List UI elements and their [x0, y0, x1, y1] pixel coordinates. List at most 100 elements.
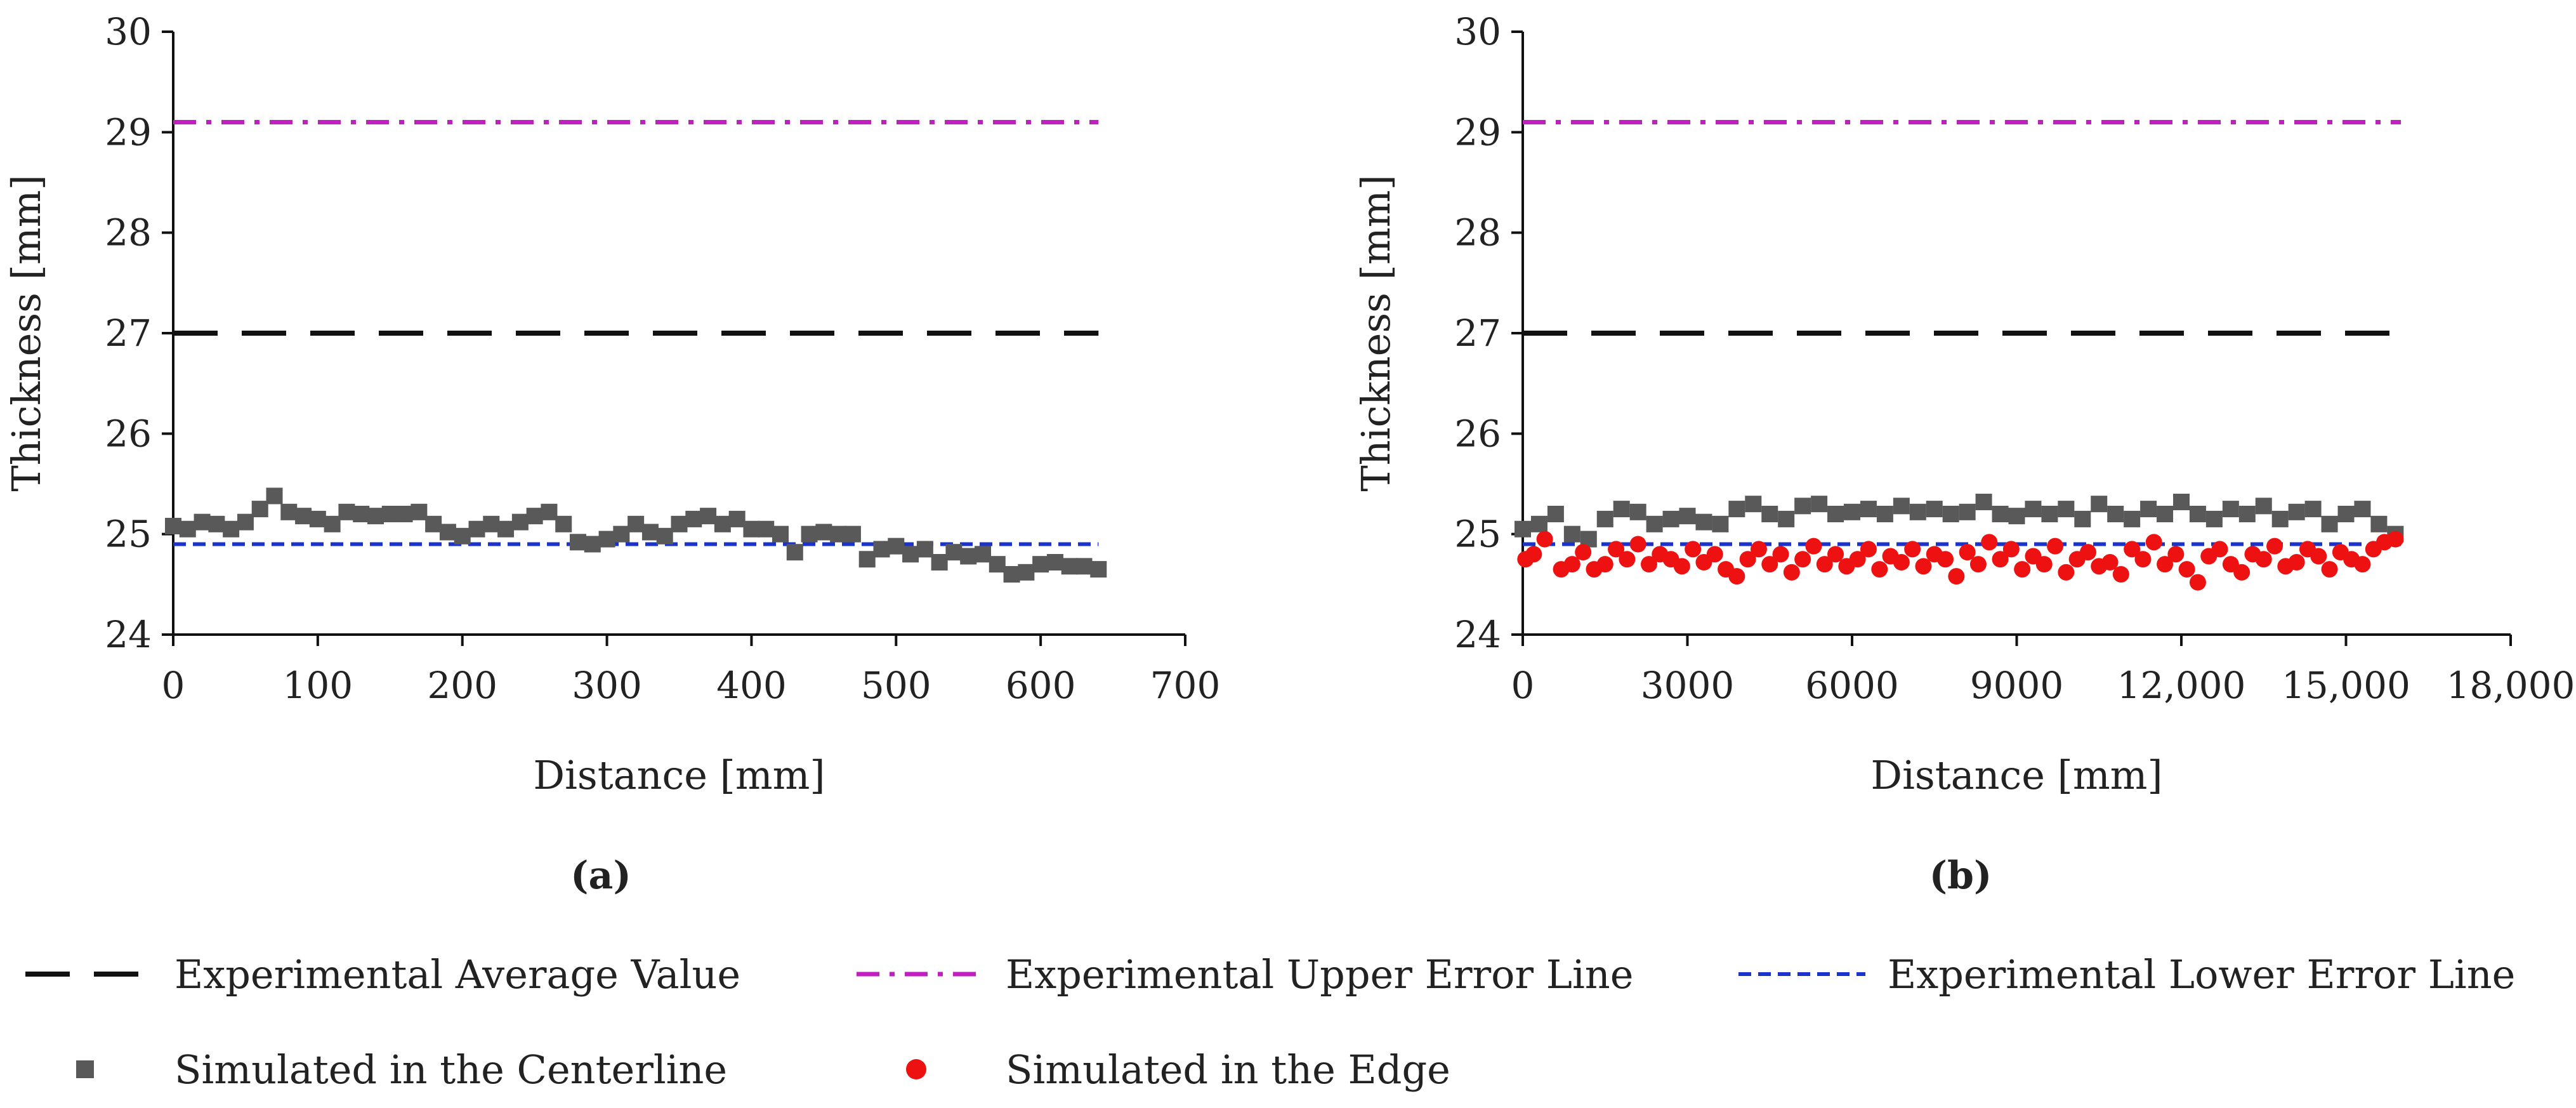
- data-point-centerline: [902, 546, 919, 563]
- data-point-centerline: [1893, 498, 1910, 515]
- data-point-edge: [2112, 566, 2129, 583]
- data-point-centerline: [1046, 554, 1063, 570]
- data-point-centerline: [324, 515, 341, 532]
- y-tick-label: 24: [105, 613, 152, 656]
- data-point-centerline: [381, 506, 398, 522]
- data-point-centerline: [844, 525, 861, 543]
- data-point-centerline: [338, 503, 355, 520]
- data-point-centerline: [975, 546, 991, 563]
- data-point-centerline: [858, 551, 876, 568]
- data-point-centerline: [570, 534, 586, 551]
- data-point-edge: [1685, 541, 1702, 558]
- data-point-edge: [2035, 556, 2053, 573]
- data-point-edge: [1761, 556, 1778, 573]
- data-point-centerline: [1745, 496, 1762, 513]
- data-point-centerline: [2304, 501, 2322, 518]
- data-point-edge: [1536, 531, 1553, 548]
- data-point-centerline: [1942, 506, 1959, 522]
- y-tick-label: 30: [1454, 10, 1501, 53]
- x-tick-label: 18,000: [2447, 664, 2575, 707]
- data-point-centerline: [685, 510, 702, 527]
- data-point-centerline: [873, 541, 890, 558]
- data-point-edge: [1959, 544, 1976, 561]
- legend-item: Simulated in the Edge: [906, 1046, 1450, 1093]
- data-point-centerline: [1662, 510, 1679, 527]
- data-point-centerline: [1860, 501, 1877, 518]
- data-point-edge: [2047, 538, 2064, 555]
- data-point-edge: [1563, 556, 1580, 573]
- data-point-centerline: [425, 515, 442, 532]
- data-point-centerline: [1596, 510, 1613, 527]
- data-point-edge: [1783, 564, 1800, 581]
- y-tick-label: 26: [105, 412, 152, 455]
- data-point-centerline: [1712, 515, 1729, 532]
- chart-panel-b: 24 25 26 27 28 29 30 0 3000 6000 9000 12,000 15,000 1…: [1353, 10, 2575, 898]
- data-point-edge: [1981, 534, 1998, 551]
- data-point-centerline: [1695, 513, 1712, 531]
- data-point-centerline: [1061, 558, 1078, 575]
- data-point-centerline: [396, 506, 413, 522]
- data-point-centerline: [989, 556, 1006, 573]
- y-tick-label: 29: [1454, 110, 1501, 154]
- legend-item: Experimental Upper Error Line: [857, 951, 1633, 998]
- data-point-centerline: [931, 554, 948, 570]
- data-point-centerline: [700, 508, 717, 525]
- data-point-centerline: [801, 525, 818, 543]
- data-point-edge: [2288, 554, 2305, 570]
- data-point-centerline: [641, 524, 659, 541]
- data-point-edge: [2189, 574, 2206, 591]
- data-point-centerline: [2271, 510, 2289, 527]
- data-point-edge: [1871, 561, 1888, 578]
- data-point-centerline: [743, 520, 760, 538]
- data-point-edge: [2354, 556, 2371, 573]
- data-point-centerline: [2238, 506, 2256, 522]
- data-point-centerline: [656, 527, 673, 544]
- data-point-centerline: [1530, 515, 1548, 532]
- data-point-centerline: [2091, 496, 2108, 513]
- panel-label: (b): [1929, 854, 1992, 898]
- data-point-edge: [1619, 551, 1636, 568]
- data-point-centerline: [280, 503, 298, 520]
- data-point-centerline: [758, 520, 775, 538]
- x-tick-label: 200: [427, 664, 497, 707]
- data-point-centerline: [2157, 506, 2174, 522]
- data-point-centerline: [671, 515, 688, 532]
- data-point-centerline: [1646, 515, 1663, 532]
- data-point-centerline: [1844, 503, 1860, 520]
- data-point-centerline: [2107, 506, 2124, 522]
- data-point-edge: [1596, 556, 1613, 573]
- data-point-edge: [2211, 541, 2228, 558]
- data-point-edge: [1772, 546, 1789, 563]
- data-point-centerline: [454, 527, 471, 544]
- data-point-edge: [2134, 551, 2152, 568]
- data-point-edge: [2145, 534, 2162, 551]
- data-point-edge: [2178, 561, 2195, 578]
- data-point-edge: [1849, 551, 1866, 568]
- data-point-centerline: [295, 508, 312, 525]
- data-point-edge: [2321, 561, 2338, 578]
- y-tick-label: 30: [105, 10, 152, 53]
- data-point-centerline: [2173, 494, 2190, 510]
- data-point-edge: [2002, 541, 2020, 558]
- data-point-centerline: [1794, 498, 1811, 515]
- data-point-centerline: [367, 508, 384, 525]
- data-point-centerline: [2074, 510, 2091, 527]
- y-axis-title: Thickness [mm]: [3, 175, 49, 491]
- data-point-centerline: [1003, 566, 1020, 583]
- data-point-centerline: [714, 515, 731, 532]
- data-point-centerline: [2321, 515, 2338, 532]
- data-point-centerline: [237, 513, 254, 531]
- data-point-centerline: [541, 503, 558, 520]
- data-point-centerline: [179, 520, 196, 538]
- data-point-edge: [2157, 556, 2174, 573]
- data-point-centerline: [2124, 510, 2141, 527]
- data-point-edge: [1969, 556, 1987, 573]
- data-point-centerline: [1547, 506, 1564, 522]
- data-point-centerline: [483, 515, 500, 532]
- data-point-edge: [1827, 546, 1844, 563]
- data-point-edge: [2233, 564, 2251, 581]
- data-point-centerline: [598, 531, 615, 548]
- data-point-edge: [1640, 556, 1657, 573]
- data-point-centerline: [1075, 558, 1093, 575]
